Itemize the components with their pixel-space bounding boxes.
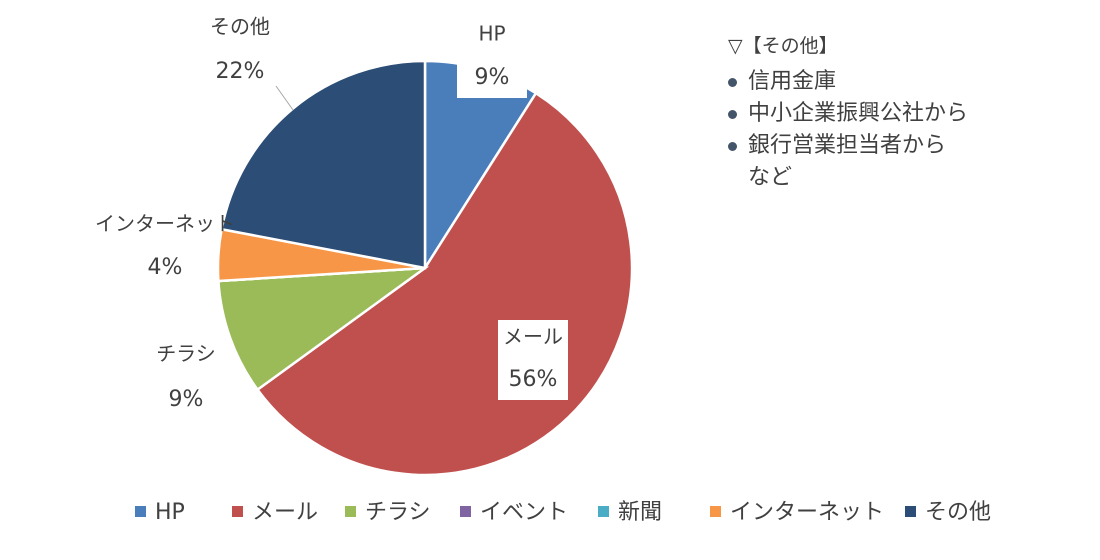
- pie-slice: [217, 266, 430, 392]
- data-label-category: その他: [210, 15, 270, 39]
- legend-label: チラシ: [365, 500, 431, 525]
- data-label: 56%: [509, 367, 558, 392]
- data-label: 4%: [148, 255, 183, 280]
- legend-swatch: [345, 506, 356, 517]
- data-label-category: メール: [503, 325, 563, 349]
- annotation-item: 信用金庫: [728, 66, 1058, 98]
- legend-label: インターネット: [730, 500, 884, 525]
- annotation-list: 信用金庫 中小企業振興公社から 銀行営業担当者から など: [728, 66, 1058, 194]
- data-label: 22%: [216, 59, 265, 84]
- leader-line: [275, 85, 294, 111]
- legend-label: イベント: [480, 500, 568, 525]
- label-background: [457, 17, 527, 98]
- legend-swatch: [710, 506, 721, 517]
- data-label: 9%: [475, 65, 510, 90]
- legend-swatch: [460, 506, 471, 517]
- legend-label: メール: [252, 500, 318, 525]
- annotation-item: 銀行営業担当者から など: [728, 130, 1058, 194]
- data-label-category: HP: [478, 22, 505, 46]
- annotation-item: 中小企業振興公社から: [728, 98, 1058, 130]
- legend-swatch: [598, 506, 609, 517]
- legend-label: その他: [925, 500, 991, 525]
- data-label: 9%: [169, 387, 204, 412]
- legend-swatch: [905, 506, 916, 517]
- annotation-title: ▽【その他】: [728, 35, 838, 57]
- legend-swatch: [232, 506, 243, 517]
- data-label-category: チラシ: [156, 342, 216, 366]
- pie-slice: [220, 59, 427, 270]
- legend-label: HP: [155, 500, 185, 525]
- legend-swatch: [135, 506, 146, 517]
- data-label-category: インターネット: [95, 212, 235, 236]
- legend-label: 新聞: [618, 500, 662, 525]
- annotation: ▽【その他】 信用金庫 中小企業振興公社から 銀行営業担当者から など: [728, 30, 1058, 194]
- label-background: [498, 320, 568, 400]
